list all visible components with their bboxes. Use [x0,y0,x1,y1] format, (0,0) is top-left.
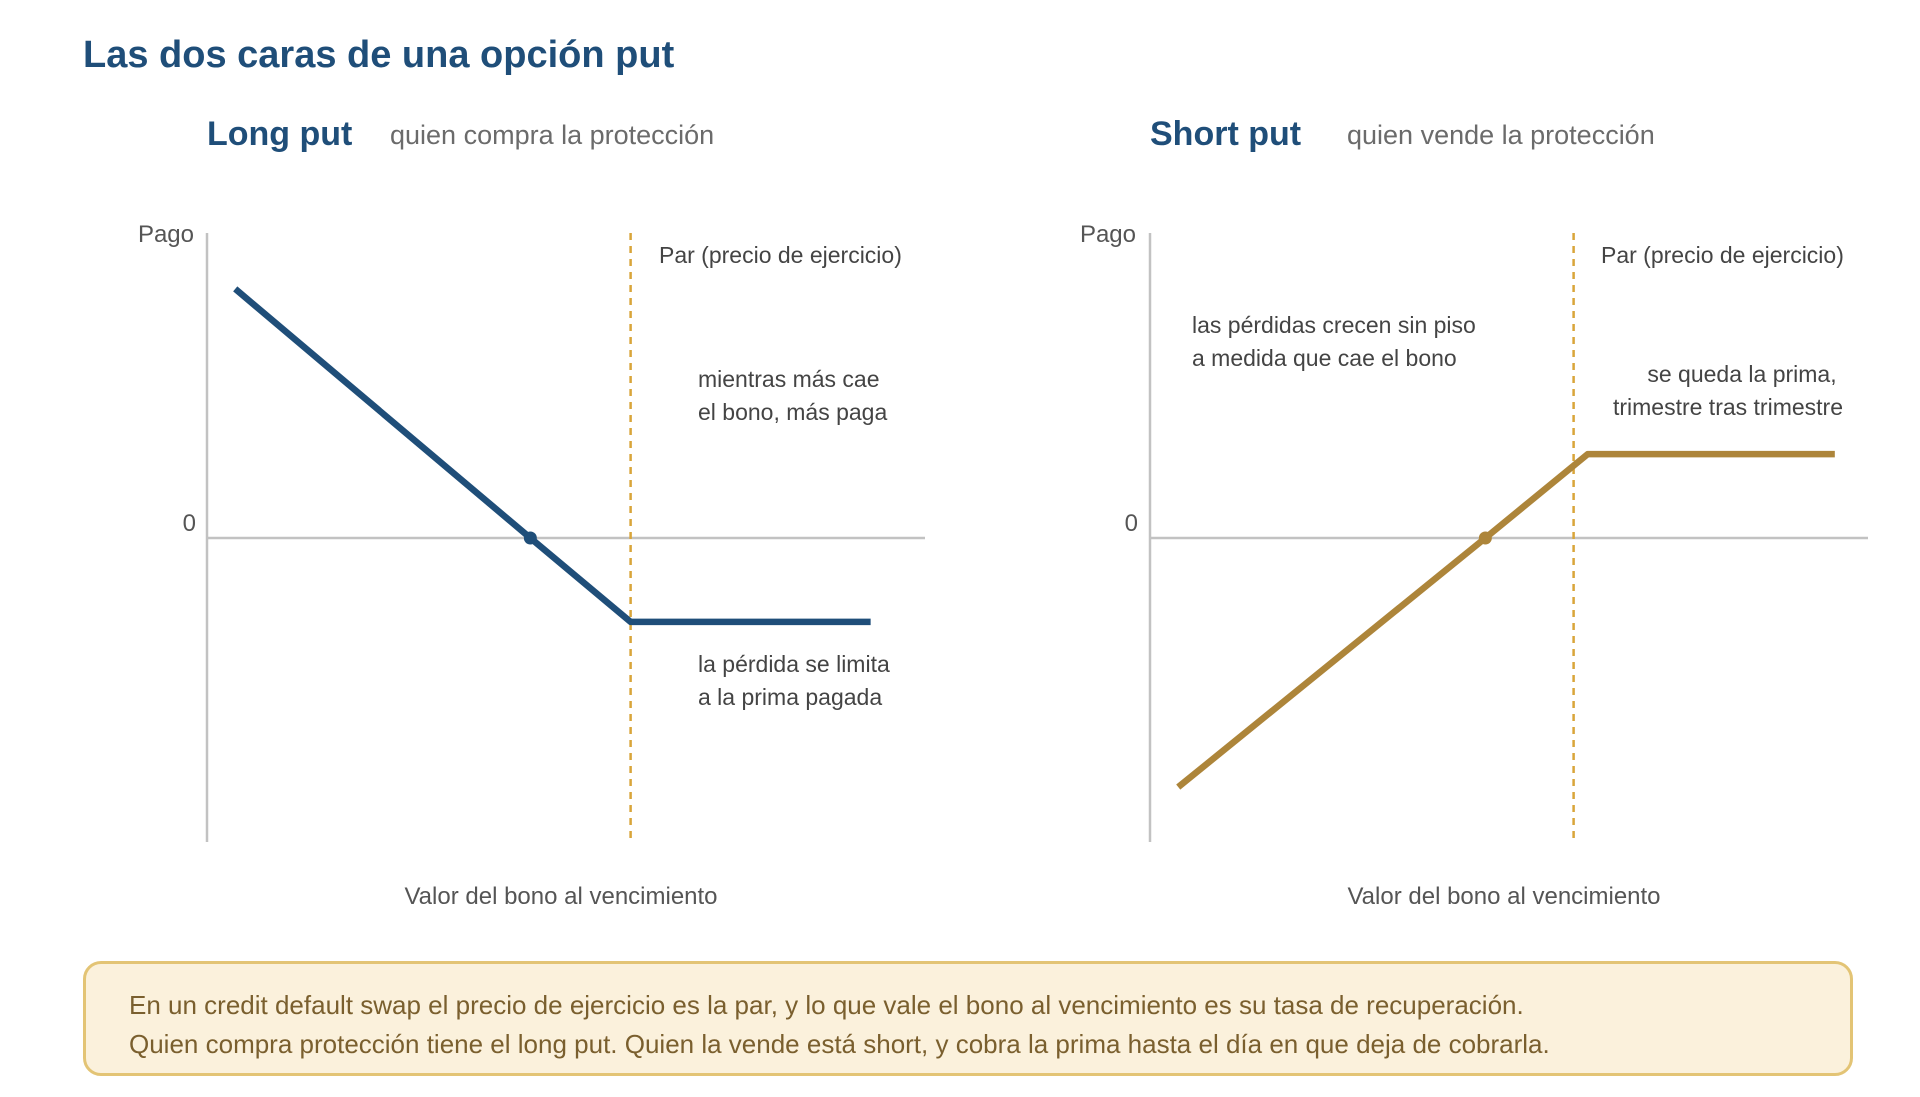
breakeven-point [1478,531,1492,545]
y-axis-label: Pago [1080,221,1136,248]
strike-label: Par (precio de ejercicio) [1601,242,1844,268]
y-axis-label: Pago [138,221,194,248]
y-zero-label: 0 [1125,510,1138,537]
panel-subtitle-long-put: quien compra la protección [390,120,714,150]
annotation-line: las pérdidas crecen sin piso [1192,312,1476,338]
page-title: Las dos caras de una opción put [83,34,675,76]
annotation-loss-limited: la pérdida se limita a la prima pagada [698,651,896,710]
panel-long-put: Long put quien compra la protección Pago… [138,115,925,910]
annotation-line: se queda la prima, [1647,361,1836,387]
annotation-losses-grow: las pérdidas crecen sin piso a medida qu… [1192,312,1482,371]
breakeven-point [523,531,537,545]
x-axis-label: Valor del bono al vencimiento [404,883,717,910]
panel-short-put: Short put quien vende la protección Pago… [1080,115,1868,910]
annotation-payoff-grows: mientras más cae el bono, más paga [698,366,887,425]
panel-title-long-put: Long put [207,115,352,153]
annotation-line: a la prima pagada [698,684,882,710]
annotation-line: la pérdida se limita [698,651,890,677]
annotation-line: trimestre tras trimestre [1613,394,1843,420]
annotation-line: mientras más cae [698,366,880,392]
charts-canvas: Long put quien compra la protección Pago… [138,115,1868,910]
payoff-line [1176,450,1835,790]
payoff-line [233,286,871,626]
panel-title-short-put: Short put [1150,115,1301,153]
note-line-2: Quien compra protección tiene el long pu… [129,1029,1550,1059]
panel-subtitle-short-put: quien vende la protección [1347,120,1655,150]
annotation-line: a medida que cae el bono [1192,345,1457,371]
note-line-1: En un credit default swap el precio de e… [129,990,1524,1020]
y-zero-label: 0 [183,510,196,537]
annotation-line: el bono, más paga [698,399,887,425]
explanation-note: En un credit default swap el precio de e… [83,961,1853,1076]
annotation-keeps-premium: se queda la prima, trimestre tras trimes… [1613,361,1843,420]
x-axis-label: Valor del bono al vencimiento [1347,883,1660,910]
strike-label: Par (precio de ejercicio) [659,242,902,268]
